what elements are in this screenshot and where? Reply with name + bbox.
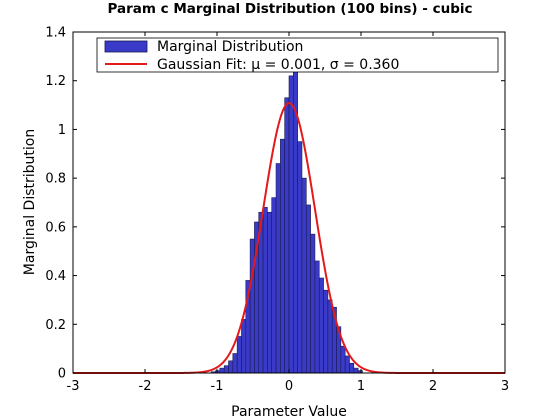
x-axis-ticks: -3 -2 -1 0 1 2 3: [67, 32, 509, 394]
legend-label-histogram: Marginal Distribution: [157, 39, 303, 55]
histogram-bar: [288, 75, 294, 374]
legend: Marginal Distribution Gaussian Fit: μ = …: [96, 37, 499, 73]
x-tick-label: 3: [501, 379, 509, 394]
x-axis-label: Parameter Value: [231, 404, 347, 420]
histogram-bar: [262, 207, 268, 374]
histogram-bar: [344, 355, 350, 374]
histogram-bar: [275, 163, 281, 374]
histogram-bar: [318, 277, 324, 374]
histogram-bar: [301, 177, 307, 374]
histogram-bar: [249, 238, 255, 374]
histogram-bar: [223, 365, 229, 374]
histogram-bar: [340, 345, 346, 374]
x-tick-label: 0: [285, 379, 293, 394]
chart-title: Param c Marginal Distribution (100 bins)…: [107, 1, 472, 17]
x-tick-label: -3: [67, 379, 80, 394]
histogram-bar: [280, 138, 285, 374]
y-tick-label: 0: [58, 367, 66, 382]
histogram-bar: [353, 367, 359, 374]
x-tick-label: 2: [429, 379, 437, 394]
histogram-bar: [241, 319, 247, 374]
histogram-bar: [297, 141, 303, 374]
y-tick-label: 1.4: [45, 26, 66, 41]
legend-label-fit: Gaussian Fit: μ = 0.001, σ = 0.360: [157, 57, 399, 73]
histogram-bar: [267, 211, 273, 374]
legend-bar-swatch: [104, 40, 148, 53]
histogram-bar: [284, 97, 290, 374]
histogram-bar: [219, 367, 225, 374]
histogram-bar: [228, 360, 234, 374]
legend-box: [96, 37, 499, 73]
histogram-bar: [232, 353, 238, 374]
histogram-bar: [314, 260, 320, 374]
histogram-bar: [310, 233, 316, 374]
histogram-bar: [327, 299, 333, 374]
y-tick-label: 1: [58, 123, 66, 138]
histogram-bar: [305, 204, 311, 374]
histogram-bar: [271, 197, 277, 374]
y-axis-ticks: 0 0.2 0.4 0.6 0.8 1 1.2 1.4: [45, 26, 505, 382]
x-tick-label: -2: [139, 379, 152, 394]
y-tick-label: 0.6: [45, 220, 66, 235]
y-tick-label: 0.2: [45, 318, 66, 333]
histogram-bar: [349, 362, 355, 374]
y-tick-label: 0.8: [45, 172, 66, 187]
x-tick-label: -1: [211, 379, 224, 394]
y-tick-label: 0.4: [45, 269, 66, 284]
x-tick-label: 1: [357, 379, 365, 394]
y-axis-label: Marginal Distribution: [22, 129, 38, 275]
histogram-bar: [323, 289, 329, 374]
y-tick-label: 1.2: [45, 74, 66, 89]
histogram-bar: [236, 336, 242, 374]
